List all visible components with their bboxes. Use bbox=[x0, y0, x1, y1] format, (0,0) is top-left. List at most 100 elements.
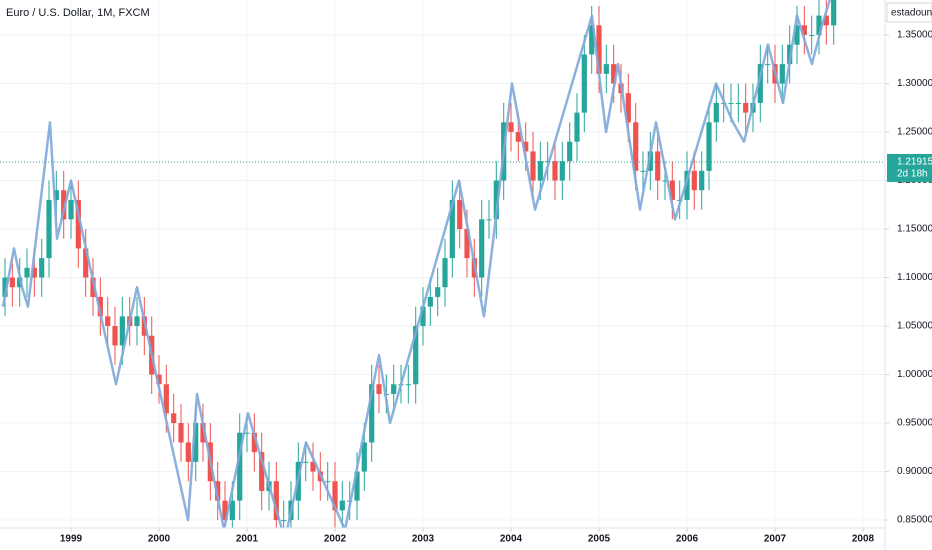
x-tick-label: 1999 bbox=[60, 534, 83, 545]
x-tick-label: 2004 bbox=[500, 534, 523, 545]
y-tick-label: 1.00000 bbox=[897, 369, 932, 380]
x-tick-label: 2006 bbox=[676, 534, 699, 545]
x-tick-label: 2007 bbox=[764, 534, 787, 545]
candle-body bbox=[457, 199, 463, 230]
candle-body bbox=[728, 102, 734, 104]
candle-body bbox=[39, 258, 45, 278]
candle-body bbox=[669, 180, 675, 200]
candle-body bbox=[251, 432, 257, 453]
candle-body bbox=[405, 384, 411, 386]
candle-body bbox=[816, 15, 822, 36]
candle-body bbox=[273, 481, 279, 521]
countdown-label: 2d 18h bbox=[897, 169, 928, 180]
candle-body bbox=[765, 64, 771, 66]
candle-body bbox=[699, 170, 705, 191]
candle-body bbox=[222, 500, 228, 521]
candle-body bbox=[339, 500, 345, 511]
candle-body bbox=[90, 277, 96, 297]
candle-body bbox=[325, 481, 331, 483]
y-tick-label: 1.30000 bbox=[897, 78, 932, 89]
zigzag-line bbox=[1, 0, 832, 528]
y-tick-label: 0.90000 bbox=[897, 466, 932, 477]
candle-body bbox=[244, 432, 250, 434]
candle-body bbox=[530, 151, 536, 181]
candle-body bbox=[112, 326, 118, 346]
candle-body bbox=[662, 180, 668, 182]
candle-body bbox=[574, 112, 580, 142]
y-tick-label: 1.15000 bbox=[897, 224, 932, 235]
y-tick-label: 1.10000 bbox=[897, 272, 932, 283]
candle-body bbox=[633, 122, 639, 171]
candle-body bbox=[97, 296, 103, 317]
candle-body bbox=[559, 161, 565, 181]
candle-body bbox=[229, 500, 235, 521]
candle-body bbox=[567, 141, 573, 162]
candle-body bbox=[193, 423, 199, 462]
candle-body bbox=[831, 0, 837, 26]
candle-body bbox=[713, 102, 719, 123]
candle-body bbox=[809, 35, 815, 37]
candle-body bbox=[603, 64, 609, 74]
candle-body bbox=[801, 25, 807, 36]
candle-body bbox=[281, 520, 287, 522]
y-tick-label: 0.85000 bbox=[897, 515, 932, 526]
candle-body bbox=[427, 296, 433, 307]
y-tick-label: 1.05000 bbox=[897, 321, 932, 332]
candle-body bbox=[589, 25, 595, 55]
candle-body bbox=[420, 306, 426, 327]
candle-body bbox=[479, 219, 485, 278]
candle-body bbox=[369, 384, 375, 443]
candle-body bbox=[449, 199, 455, 259]
candle-body bbox=[17, 277, 23, 288]
candle-body bbox=[684, 170, 690, 200]
candle-body bbox=[647, 151, 653, 171]
candle-body bbox=[259, 452, 265, 491]
candle-body bbox=[75, 199, 81, 249]
candle-body bbox=[493, 180, 499, 220]
candle-body bbox=[611, 64, 617, 84]
y-tick-label: 1.25000 bbox=[897, 127, 932, 138]
candle-body bbox=[515, 132, 521, 142]
candle-body bbox=[823, 15, 829, 26]
candle-body bbox=[163, 384, 169, 414]
candle-body bbox=[237, 432, 243, 501]
candle-body bbox=[156, 374, 162, 385]
x-tick-label: 2008 bbox=[852, 534, 875, 545]
candle-body bbox=[215, 481, 221, 501]
x-tick-label: 2003 bbox=[412, 534, 435, 545]
candle-body bbox=[171, 413, 177, 424]
candle-body bbox=[655, 151, 661, 181]
y-tick-label: 0.95000 bbox=[897, 418, 932, 429]
symbol-label: estadounid bbox=[891, 8, 932, 19]
candle-body bbox=[735, 102, 741, 104]
plot-area bbox=[0, 0, 885, 528]
candle-body bbox=[743, 102, 749, 113]
candle-body bbox=[134, 316, 140, 327]
candle-body bbox=[413, 326, 419, 385]
candle-body bbox=[486, 219, 492, 221]
x-tick-label: 2001 bbox=[236, 534, 259, 545]
x-tick-label: 2005 bbox=[588, 534, 611, 545]
candle-body bbox=[391, 384, 397, 394]
x-tick-label: 2000 bbox=[148, 534, 171, 545]
axes: 0.85000 0.90000 0.95000 1.00000 1.05000 1.100… bbox=[60, 30, 932, 545]
candle-body bbox=[376, 384, 382, 394]
candle-body bbox=[185, 442, 191, 462]
candle-body bbox=[794, 25, 800, 45]
chart-title: Euro / U.S. Dollar, 1M, FXCM bbox=[6, 7, 150, 19]
x-tick-label: 2002 bbox=[324, 534, 347, 545]
candle-body bbox=[442, 258, 448, 288]
candle-body bbox=[2, 277, 8, 297]
candle-body bbox=[464, 229, 470, 259]
candle-body bbox=[581, 54, 587, 113]
candle-body bbox=[119, 316, 125, 346]
last-price-label: 1.21915 bbox=[897, 157, 932, 168]
symbol-box bbox=[886, 2, 932, 23]
candle-body bbox=[46, 199, 52, 259]
last-price-box bbox=[887, 153, 932, 182]
candle-body bbox=[83, 248, 89, 278]
candle-body bbox=[9, 277, 15, 288]
candle-body bbox=[545, 161, 551, 163]
candle-body bbox=[303, 461, 309, 463]
